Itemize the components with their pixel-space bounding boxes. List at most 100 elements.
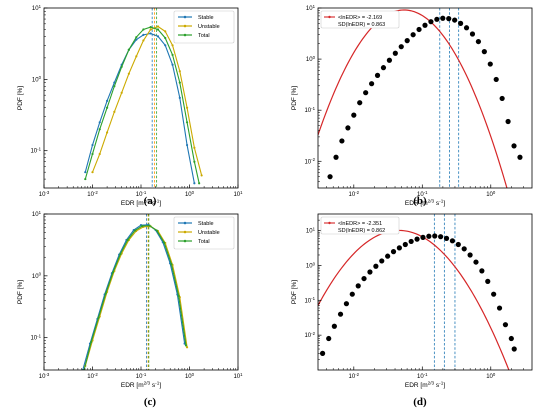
panel-label: (b): [413, 195, 427, 207]
legend-marker: [328, 221, 331, 225]
panel-label: (c): [144, 396, 157, 408]
series-point-stable: [149, 32, 152, 35]
legend-label: Unstable: [198, 24, 220, 30]
series-point-total: [156, 28, 160, 31]
series-point-total: [127, 48, 130, 51]
x-tick-label: 10-2​: [87, 372, 98, 380]
plot-area: [81, 214, 189, 370]
series-point-stable: [98, 121, 101, 124]
x-tick-label: 10-2​: [349, 372, 360, 380]
legend-marker: [183, 24, 187, 28]
data-point: [449, 238, 456, 244]
data-point: [379, 258, 385, 264]
series-point-unstable: [171, 44, 174, 47]
x-axis-title: EDR [m2/3​ s-1​]: [121, 381, 161, 389]
series-line-total: [83, 225, 187, 370]
legend-marker: [183, 221, 187, 225]
y-tick-label: 100​: [32, 272, 42, 280]
legend-label: SD(lnEDR) = 0.863: [338, 22, 385, 28]
data-point: [349, 291, 355, 297]
y-tick-label: 10-1​: [304, 106, 315, 114]
data-point: [333, 154, 339, 160]
y-tick-label: 100​: [306, 261, 316, 269]
data-point: [452, 17, 458, 23]
series-point-unstable: [149, 28, 152, 31]
data-point: [508, 335, 514, 342]
data-point: [402, 241, 408, 248]
series-point-unstable: [200, 174, 203, 177]
data-point: [398, 44, 404, 50]
legend: Stable Unstable Total: [173, 10, 235, 44]
x-tick-label: 100​: [486, 190, 496, 198]
series-point-stable: [105, 99, 109, 102]
data-point: [475, 38, 482, 45]
data-point: [432, 233, 438, 239]
series-point-unstable: [142, 39, 145, 42]
legend-marker: [183, 15, 187, 19]
x-tick-label: 101​: [233, 190, 243, 198]
y-tick-label: 101​: [32, 4, 42, 12]
x-axis-title: EDR [m2/3​ s-1​]: [121, 199, 161, 207]
x-axis-title: EDR [m2/3​ s-1​]: [405, 381, 445, 389]
series-point-total: [148, 224, 151, 227]
panel-label: (d): [413, 396, 427, 408]
data-point: [408, 238, 414, 245]
x-tick-label: 100​: [185, 190, 195, 198]
x-axis-title: EDR [m2/3​ s-1​]: [405, 199, 445, 207]
data-point: [422, 22, 428, 28]
series-point-stable: [84, 171, 87, 174]
legend-label: Total: [198, 33, 210, 39]
x-tick-label: 101​: [233, 372, 243, 380]
series-point-total: [119, 252, 122, 256]
series-point-total: [142, 28, 145, 31]
series-point-total: [193, 160, 196, 163]
data-point: [457, 20, 464, 26]
series-point-total: [126, 238, 129, 242]
series-point-stable: [185, 143, 189, 147]
series-point-total: [184, 344, 188, 347]
data-point: [505, 118, 511, 125]
data-point: [426, 233, 432, 239]
series-point-stable: [193, 182, 196, 185]
data-point: [367, 269, 373, 275]
data-point: [404, 38, 410, 44]
series-point-total: [135, 36, 138, 39]
series-point-unstable: [105, 131, 109, 134]
data-point: [361, 275, 367, 282]
data-point: [386, 57, 393, 63]
axes-frame: [43, 7, 239, 189]
axes-frame: [317, 7, 533, 189]
y-tick-label: 10-1​: [30, 147, 41, 155]
y-tick-label: 10-1​: [304, 296, 315, 304]
data-point: [467, 252, 473, 258]
data-point: [410, 32, 416, 38]
series-point-unstable: [185, 106, 189, 109]
data-point: [428, 19, 434, 25]
legend-marker: [183, 239, 187, 243]
series-point-total: [113, 85, 116, 88]
y-tick-label: 101​: [306, 4, 316, 12]
y-axis-title: PDF [%]: [291, 280, 298, 304]
data-point: [396, 245, 402, 251]
x-tick-label: 100​: [185, 372, 195, 380]
data-point: [499, 95, 505, 102]
series-point-unstable: [156, 25, 160, 28]
series-line-total: [84, 26, 200, 184]
series-line-stable: [82, 224, 186, 370]
series-point-total: [178, 81, 181, 84]
panel-a: 10-3​ 10-2​ 10-1​ 100​ 101​ 10-1​ 100​ 101​ EDR …: [17, 4, 243, 207]
data-point: [380, 65, 387, 71]
data-point: [491, 291, 497, 297]
series-point-total: [177, 295, 180, 298]
data-point: [463, 25, 470, 31]
data-point: [438, 234, 444, 240]
legend-label: Total: [198, 239, 210, 245]
data-point: [414, 236, 420, 242]
data-point: [455, 241, 461, 248]
series-point-unstable: [164, 30, 167, 33]
series-point-total: [84, 177, 87, 181]
series-point-stable: [142, 33, 145, 36]
series-point-unstable: [98, 152, 101, 156]
